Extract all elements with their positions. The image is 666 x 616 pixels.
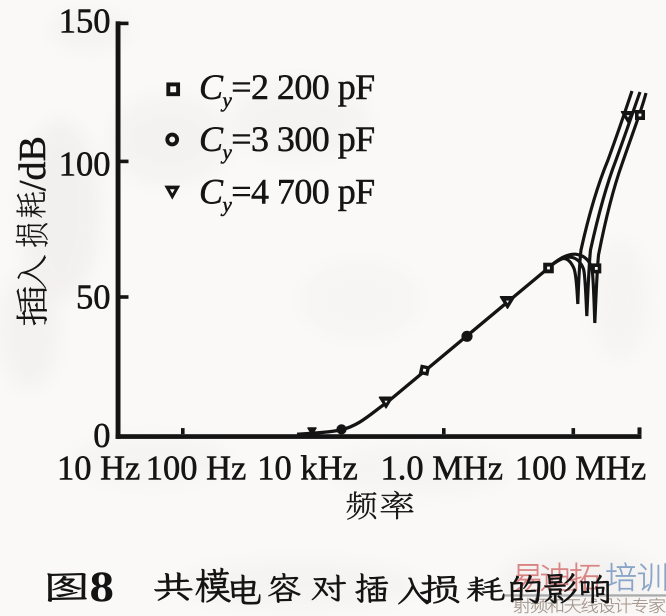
svg-text:Cy=3 300 pF: Cy=3 300 pF bbox=[199, 119, 375, 164]
svg-text:Cy=4 700 pF: Cy=4 700 pF bbox=[199, 172, 375, 217]
svg-text:150: 150 bbox=[59, 3, 111, 41]
svg-text:8: 8 bbox=[90, 563, 115, 611]
svg-text:100: 100 bbox=[59, 146, 111, 184]
svg-text:10 kHz: 10 kHz bbox=[257, 450, 358, 488]
svg-text:50: 50 bbox=[76, 279, 111, 317]
svg-text:100 Hz: 100 Hz bbox=[146, 450, 247, 488]
svg-text:/dB: /dB bbox=[12, 136, 54, 191]
svg-text:10 Hz: 10 Hz bbox=[57, 450, 140, 488]
svg-text:100 MHz: 100 MHz bbox=[515, 450, 646, 488]
svg-text:0: 0 bbox=[93, 417, 110, 455]
svg-text:1.0 MHz: 1.0 MHz bbox=[380, 450, 503, 488]
svg-text:Cy=2 200 pF: Cy=2 200 pF bbox=[199, 67, 375, 112]
